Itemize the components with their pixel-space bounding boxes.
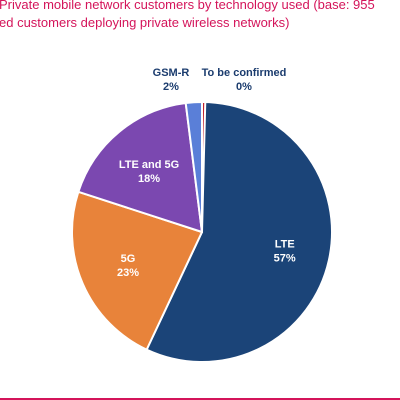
- pie-slice-lte-and-5g: [77, 102, 203, 233]
- pie-slice-5g: [71, 190, 203, 351]
- slice-value-lte-and-5g: 18%: [138, 173, 160, 185]
- slice-value-lte: 57%: [274, 253, 296, 265]
- bottom-divider: [0, 398, 400, 400]
- slice-label-gsm-r: GSM-R: [153, 67, 190, 79]
- pie-labels: LTE 57% 5G 23% LTE and 5G 18% GSM-R 2% To be con…: [117, 67, 296, 279]
- slice-label-to-be-confirmed: To be confirmed: [202, 67, 287, 79]
- slice-value-5g: 23%: [117, 267, 139, 279]
- chart-title-line-2: ed customers deploying private wireless …: [0, 15, 290, 30]
- chart-title: Private mobile network customers by tech…: [0, 0, 400, 40]
- slice-label-lte: LTE: [275, 239, 295, 251]
- chart-title-line-1: Private mobile network customers by tech…: [0, 0, 375, 12]
- slice-label-5g: 5G: [121, 253, 136, 265]
- slice-value-gsm-r: 2%: [163, 81, 179, 93]
- pie-slices: [71, 100, 333, 363]
- slice-label-lte-and-5g: LTE and 5G: [119, 159, 179, 171]
- slice-value-to-be-confirmed: 0%: [236, 81, 252, 93]
- pie-slice-to-be-confirmed: [201, 100, 207, 233]
- pie-slice-lte: [145, 101, 333, 363]
